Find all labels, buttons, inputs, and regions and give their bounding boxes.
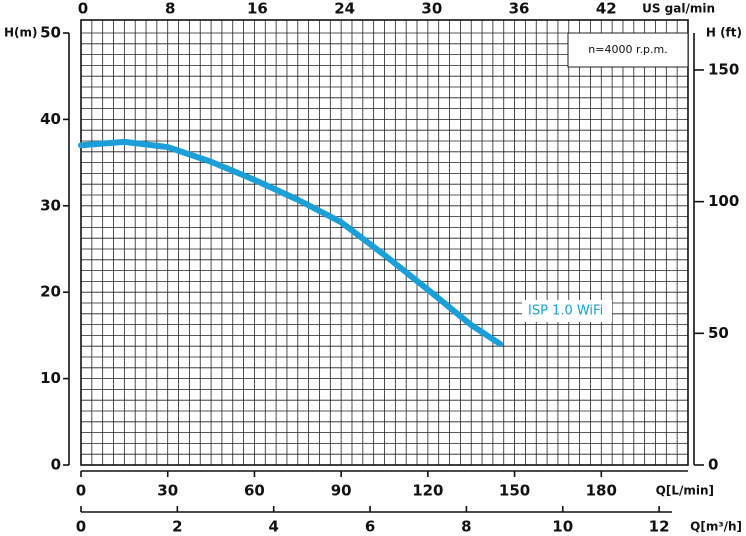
series-label: ISP 1.0 WiFi	[528, 304, 603, 319]
y-tick-label: 20	[40, 283, 61, 301]
y2-tick-label: 0	[708, 456, 718, 474]
x2-tick-label: 8	[165, 0, 175, 18]
y-tick-label: 40	[40, 110, 61, 128]
y2-tick-label: 50	[708, 324, 729, 342]
x-tick-label: 150	[499, 482, 530, 500]
x-tick-label: 60	[244, 482, 265, 500]
y-axis-label: H(m)	[4, 26, 38, 40]
x-tick-label: 90	[331, 482, 352, 500]
minor-grid	[80, 20, 689, 466]
x3-tick-label: 2	[172, 518, 182, 536]
y2-tick-label: 100	[708, 192, 739, 210]
x2-tick-label: 16	[247, 0, 268, 18]
y-tick-label: 0	[51, 456, 61, 474]
x-axis-label: Q[L/min]	[656, 484, 714, 498]
y-tick-label: 10	[40, 369, 61, 387]
x3-tick-label: 12	[649, 518, 670, 536]
x-tick-label: 120	[412, 482, 443, 500]
x2-tick-label: 24	[334, 0, 355, 18]
x2-tick-label: 42	[596, 0, 617, 18]
x2-axis-label: US gal/min	[642, 2, 715, 16]
annotation: n=4000 r.p.m.	[588, 43, 667, 56]
x2-tick-label: 0	[78, 0, 88, 18]
y-tick-label: 30	[40, 196, 61, 214]
annotation-box	[567, 32, 689, 68]
x3-tick-label: 6	[365, 518, 375, 536]
x-tick-label: 30	[157, 482, 178, 500]
y2-tick-label: 150	[708, 60, 739, 78]
x-tick-label: 180	[586, 482, 617, 500]
x3-tick-label: 10	[552, 518, 573, 536]
x3-tick-label: 0	[76, 518, 86, 536]
legend-box	[522, 300, 612, 322]
curve	[78, 138, 504, 348]
x2-tick-label: 30	[421, 0, 442, 18]
x3-axis-label: Q[m³/h]	[690, 520, 742, 534]
plot-frame	[80, 19, 689, 466]
y2-axis-label: H (ft)	[706, 26, 742, 40]
x2-tick-label: 36	[509, 0, 530, 18]
y-tick-label: 50	[40, 24, 61, 42]
x3-tick-label: 8	[461, 518, 471, 536]
x-tick-label: 0	[76, 482, 86, 500]
x3-tick-label: 4	[268, 518, 278, 536]
